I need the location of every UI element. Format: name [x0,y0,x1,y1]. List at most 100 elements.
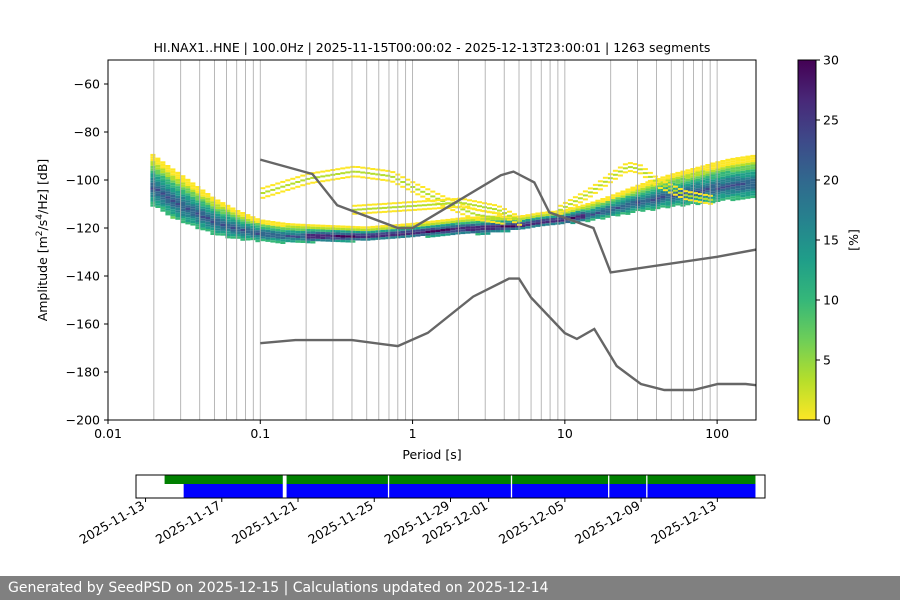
colorbar-tick-label: 15 [823,233,839,248]
heat-cell [615,194,621,198]
heat-cell [655,199,661,202]
heat-cell [255,232,261,235]
heat-cell [320,231,326,235]
heat-cell [270,188,276,191]
heat-cell [205,193,211,196]
heat-cell [725,187,731,190]
heat-cell [647,171,653,174]
heat-cell [477,205,482,208]
heat-cell [620,209,626,213]
heat-cell [382,206,387,209]
heat-cell [615,211,621,214]
heat-cell [370,228,376,231]
heat-cell [175,217,181,220]
heat-cell [650,203,656,207]
heat-cell [355,235,361,239]
heat-cell [675,203,681,206]
heat-cell [160,187,166,191]
heat-cell [647,179,653,182]
heat-cell [310,236,316,239]
heat-cell [360,233,366,236]
heat-cell [387,206,392,209]
heat-cell [625,188,631,191]
heat-cell [175,200,181,203]
heat-cell [210,211,216,214]
heat-cell [190,216,196,219]
x-axis-label: Period [s] [402,447,461,462]
heat-cell [455,229,461,233]
heat-cell [160,178,166,181]
heat-cell [725,166,731,169]
heat-cell [220,214,226,217]
heat-cell [477,209,482,212]
heat-cell [210,199,216,202]
heat-cell [160,206,166,210]
heat-cell [417,200,422,203]
heat-cell [185,202,191,206]
heat-cell [482,206,487,209]
heat-cell [230,221,236,225]
heat-cell [715,166,721,169]
heat-cell [517,223,522,226]
heat-cell [275,221,281,225]
heat-cell [625,190,631,194]
heat-cell [645,195,651,199]
heat-cell [155,196,161,199]
heat-cell [335,177,341,180]
heat-cell [610,206,616,209]
heat-cell [370,177,376,180]
heat-cell [440,231,446,234]
heat-cell [220,216,226,219]
heat-cell [210,227,216,231]
heat-cell [637,172,643,175]
heat-cell [445,221,451,224]
heat-cell [160,168,166,171]
heat-cell [235,224,241,227]
heat-cell [270,240,276,243]
heat-cell [450,218,456,221]
heat-cell [667,191,673,194]
heat-cell [720,198,726,201]
heat-cell [645,181,651,184]
heat-cell [245,228,251,231]
heat-cell [190,201,196,204]
heat-cell [745,196,751,199]
heat-cell [615,214,621,217]
heat-cell [430,190,436,193]
heat-cell [185,198,191,201]
heat-cell [335,239,341,243]
heat-cell [180,199,186,202]
heat-cell [305,238,311,241]
heat-cell [525,216,531,219]
heat-cell [710,162,716,165]
heat-cell [415,234,421,237]
heat-cell [160,163,166,167]
heat-cell [735,157,741,160]
heat-cell [690,187,696,190]
heat-cell [540,219,546,222]
heat-cell [345,171,351,174]
heat-cell [155,169,161,172]
heat-cell [677,192,683,194]
heat-cell [425,197,431,200]
heat-cell [265,225,271,228]
heat-cell [275,240,281,244]
heat-cell [487,207,492,210]
heat-cell [155,184,161,187]
heat-cell [305,226,311,229]
heat-cell [560,221,566,225]
heat-cell [170,199,176,202]
heat-cell [740,158,746,162]
heat-cell [695,176,701,179]
heat-cell [697,193,703,195]
heat-cell [692,196,698,199]
heat-cell [150,173,156,176]
heat-cell [435,222,441,225]
heat-cell [215,225,221,229]
heat-cell [725,182,731,186]
heat-cell [385,169,391,172]
heat-cell [320,227,326,230]
heat-cell [615,204,621,207]
heat-cell [350,233,356,236]
heat-cell [492,212,497,215]
